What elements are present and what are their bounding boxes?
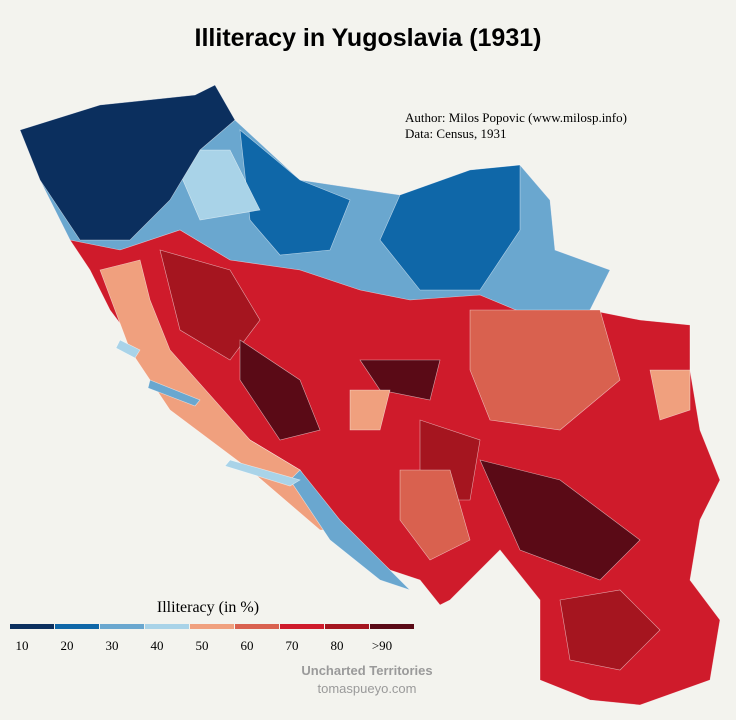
legend-title: Illiteracy (in %) <box>157 599 259 616</box>
legend-swatch <box>235 624 279 629</box>
region <box>479 459 641 581</box>
region <box>349 389 391 431</box>
legend-swatch <box>10 624 54 629</box>
legend-label: 70 <box>286 638 299 653</box>
coast <box>289 469 411 591</box>
region <box>649 369 691 421</box>
region <box>559 589 661 671</box>
island <box>115 339 141 359</box>
legend-swatch <box>190 624 234 629</box>
legend-label: 30 <box>106 638 119 653</box>
legend-swatch <box>55 624 99 629</box>
legend-label: 10 <box>16 638 29 653</box>
legend-swatch <box>370 624 414 629</box>
region <box>239 339 321 441</box>
legend-swatch <box>280 624 324 629</box>
region <box>239 129 351 256</box>
island <box>224 459 301 487</box>
region <box>169 149 261 221</box>
legend-swatch <box>100 624 144 629</box>
region <box>399 469 471 561</box>
island <box>147 379 201 407</box>
legend-label: >90 <box>372 638 392 653</box>
region <box>159 249 261 361</box>
legend-label: 80 <box>331 638 344 653</box>
legend-label: 50 <box>196 638 209 653</box>
author: Author: Milos Popovic (www.milosp.info) <box>405 110 627 125</box>
region <box>469 309 621 431</box>
legend-swatch <box>145 624 189 629</box>
data-source: Data: Census, 1931 <box>405 126 506 141</box>
legend-swatch <box>325 624 369 629</box>
legend-label: 20 <box>61 638 74 653</box>
title: Illiteracy in Yugoslavia (1931) <box>195 24 542 52</box>
region <box>19 84 236 241</box>
map <box>19 84 721 706</box>
footer-site: tomaspueyo.com <box>318 681 417 696</box>
legend-label: 40 <box>151 638 164 653</box>
legend: 10 20 30 40 50 60 70 80 >90 <box>10 624 414 653</box>
footer-brand: Uncharted Territories <box>301 663 432 678</box>
legend-label: 60 <box>241 638 254 653</box>
region <box>379 164 521 291</box>
